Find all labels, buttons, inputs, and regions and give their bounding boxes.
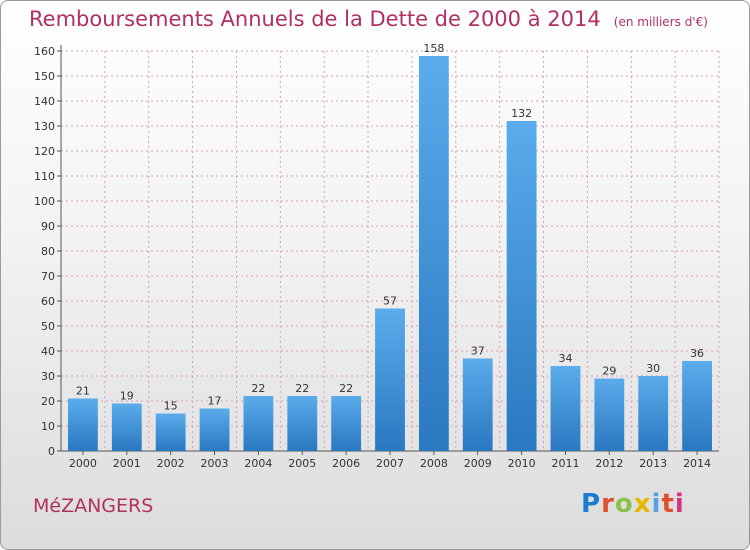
bar-2013 xyxy=(638,376,669,451)
data-label: 19 xyxy=(120,390,134,403)
bar-2006 xyxy=(331,396,362,451)
y-tick-label: 50 xyxy=(41,320,55,333)
y-tick-label: 120 xyxy=(34,145,55,158)
y-tick-label: 110 xyxy=(34,170,55,183)
x-tick-label: 2012 xyxy=(595,457,623,470)
logo-letter: t xyxy=(661,489,675,519)
data-label: 17 xyxy=(208,395,222,408)
data-label: 132 xyxy=(511,107,532,120)
bar-2011 xyxy=(550,366,581,451)
data-label: 22 xyxy=(339,382,353,395)
x-tick-label: 2011 xyxy=(551,457,579,470)
x-tick-label: 2005 xyxy=(288,457,316,470)
x-tick-label: 2008 xyxy=(420,457,448,470)
y-tick-label: 80 xyxy=(41,245,55,258)
x-tick-label: 2004 xyxy=(244,457,272,470)
x-tick-label: 2001 xyxy=(113,457,141,470)
logo-letter: P xyxy=(581,489,602,519)
bar-2007 xyxy=(375,308,405,451)
data-labels: 21 19 15 17 22 22 22 57 158 37 132 34 29 30 36 xyxy=(76,42,704,413)
data-label: 15 xyxy=(164,400,178,413)
x-tick-label: 2007 xyxy=(376,457,404,470)
x-tick-label: 2013 xyxy=(639,457,667,470)
chart-subtitle: (en milliers d'€) xyxy=(613,15,708,29)
chart-title-block: Remboursements Annuels de la Dette de 20… xyxy=(29,7,708,31)
x-tick-label: 2002 xyxy=(157,457,185,470)
data-label: 21 xyxy=(76,385,90,398)
y-tick-label: 40 xyxy=(41,345,55,358)
bar-2001 xyxy=(111,403,142,451)
bars xyxy=(68,56,712,451)
x-tick-label: 2014 xyxy=(683,457,711,470)
logo-letter: r xyxy=(601,489,615,519)
bar-2014 xyxy=(682,361,712,451)
bar-2004 xyxy=(243,396,274,451)
y-tick-label: 100 xyxy=(34,195,55,208)
data-label: 36 xyxy=(690,347,704,360)
y-tick-label: 90 xyxy=(41,220,55,233)
y-tick-label: 160 xyxy=(34,45,55,58)
data-label: 57 xyxy=(383,295,397,308)
proxiti-logo[interactable]: Proxiti xyxy=(581,489,685,519)
data-label: 34 xyxy=(558,352,572,365)
data-label: 37 xyxy=(471,345,485,358)
x-tick-label: 2009 xyxy=(464,457,492,470)
logo-letter: x xyxy=(633,489,652,519)
y-tick-label: 150 xyxy=(34,70,55,83)
bar-2003 xyxy=(199,408,230,451)
logo-letter: i xyxy=(674,489,685,519)
bar-2010 xyxy=(506,121,537,451)
x-tick-label: 2003 xyxy=(201,457,229,470)
y-tick-label: 140 xyxy=(34,95,55,108)
x-tick-label: 2006 xyxy=(332,457,360,470)
bar-2012 xyxy=(594,378,625,451)
logo-letter: i xyxy=(651,489,662,519)
y-tick-label: 10 xyxy=(41,420,55,433)
y-tick-label: 70 xyxy=(41,270,55,283)
y-tick-label: 30 xyxy=(41,370,55,383)
data-label: 29 xyxy=(602,365,616,378)
x-tick-label: 2010 xyxy=(508,457,536,470)
data-label: 22 xyxy=(251,382,265,395)
bar-2009 xyxy=(462,358,493,451)
commune-name: MéZANGERS xyxy=(33,495,154,517)
data-label: 30 xyxy=(646,362,660,375)
y-tick-label: 0 xyxy=(48,445,55,458)
bar-2005 xyxy=(287,396,318,451)
y-tick-label: 60 xyxy=(41,295,55,308)
data-label: 158 xyxy=(423,42,444,55)
chart-title: Remboursements Annuels de la Dette de 20… xyxy=(29,7,601,31)
y-tick-label: 20 xyxy=(41,395,55,408)
bar-2002 xyxy=(155,413,186,451)
data-label: 22 xyxy=(295,382,309,395)
x-tick-label: 2000 xyxy=(69,457,97,470)
logo-letter: o xyxy=(614,489,634,519)
y-tick-label: 130 xyxy=(34,120,55,133)
bar-2008 xyxy=(418,56,449,451)
bar-2000 xyxy=(68,398,98,451)
